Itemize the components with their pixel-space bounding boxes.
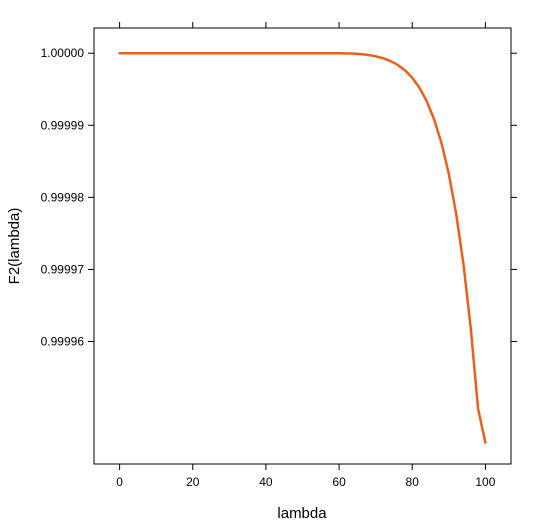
y-tick-label: 1.00000 bbox=[41, 46, 85, 60]
x-tick-label: 40 bbox=[259, 475, 273, 489]
x-tick-label: 100 bbox=[475, 475, 495, 489]
series-line bbox=[118, 51, 487, 444]
x-axis-title: lambda bbox=[277, 505, 327, 522]
y-tick-label: 0.99998 bbox=[41, 190, 85, 204]
x-tick-label: 60 bbox=[332, 475, 346, 489]
y-tick-label: 0.99997 bbox=[41, 262, 85, 276]
x-tick-label: 80 bbox=[406, 475, 420, 489]
plot-frame bbox=[93, 27, 512, 465]
y-tick-label: 0.99996 bbox=[41, 334, 85, 348]
y-axis-title: F2(lambda) bbox=[6, 208, 23, 285]
x-tick-label: 0 bbox=[116, 475, 123, 489]
x-tick-label: 20 bbox=[186, 475, 200, 489]
y-tick-label: 0.99999 bbox=[41, 118, 85, 132]
y-axis: 0.99996 0.99997 0.99998 0.99999 1.00000 bbox=[41, 46, 517, 348]
series-layer bbox=[118, 51, 487, 444]
x-axis: 0 20 40 60 80 100 bbox=[116, 22, 496, 489]
